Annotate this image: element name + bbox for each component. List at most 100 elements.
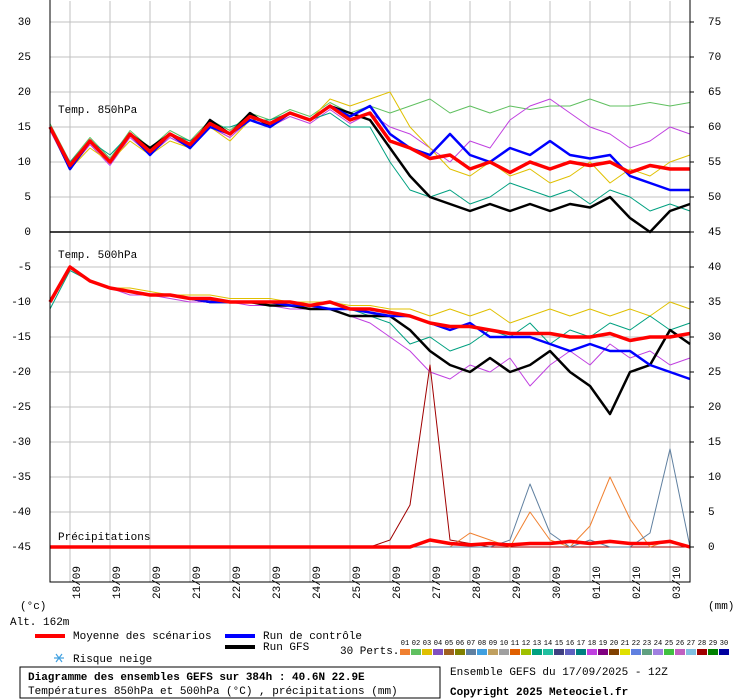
pert-number: 06 xyxy=(456,640,464,648)
footer-copyright: Copyright 2025 Meteociel.fr xyxy=(450,687,628,699)
y-tick-label: -35 xyxy=(11,472,31,484)
x-tick-label: 22/09 xyxy=(232,566,244,599)
plot-frame xyxy=(49,0,691,583)
pert-number: 03 xyxy=(423,640,431,648)
y2-unit: (mm) xyxy=(708,601,734,613)
pert-swatch xyxy=(554,649,564,655)
pert-swatch xyxy=(455,649,465,655)
snow-label: Risque neige xyxy=(73,654,152,666)
pert-number: 21 xyxy=(621,640,629,648)
x-tick-label: 03/10 xyxy=(672,566,684,599)
pert-swatch xyxy=(653,649,663,655)
pert-number: 26 xyxy=(676,640,684,648)
snow-icon xyxy=(54,653,64,663)
y-tick-label: -30 xyxy=(11,437,31,449)
x-tick-label: 01/10 xyxy=(592,566,604,599)
footer-box xyxy=(19,666,441,699)
label-850: Temp. 850hPa xyxy=(58,105,138,117)
label-precip: Précipitations xyxy=(58,532,150,544)
legend-label: Run de contrôle xyxy=(263,631,362,643)
pert-number: 01 xyxy=(401,640,409,648)
y2-tick-label: 15 xyxy=(708,437,721,449)
series-line xyxy=(50,538,691,549)
y-tick-label: 10 xyxy=(18,157,31,169)
footer-title: Diagramme des ensembles GEFS sur 384h : … xyxy=(28,672,365,684)
pert-number: 25 xyxy=(665,640,673,648)
x-tick-label: 30/09 xyxy=(552,566,564,599)
x-tick-label: 23/09 xyxy=(272,566,284,599)
footer-run: Ensemble GEFS du 17/09/2025 - 12Z xyxy=(450,667,668,679)
x-tick-label: 24/09 xyxy=(312,566,324,599)
pert-number: 08 xyxy=(478,640,486,648)
pert-number: 23 xyxy=(643,640,651,648)
y2-tick-label: 5 xyxy=(708,507,715,519)
pert-swatch xyxy=(587,649,597,655)
lines xyxy=(48,91,691,549)
pert-number: 07 xyxy=(467,640,475,648)
pert-swatch xyxy=(565,649,575,655)
series-line xyxy=(49,91,691,184)
y-tick-label: 5 xyxy=(24,192,31,204)
y-tick-label: 30 xyxy=(18,17,31,29)
pert-swatch xyxy=(642,649,652,655)
pert-number: 09 xyxy=(489,640,497,648)
series-line xyxy=(48,104,691,234)
y2-tick-label: 0 xyxy=(708,542,715,554)
pert-swatch xyxy=(543,649,553,655)
pert-number: 05 xyxy=(445,640,453,648)
pert-swatch xyxy=(697,649,707,655)
y-tick-label: -20 xyxy=(11,367,31,379)
x-tick-label: 02/10 xyxy=(632,566,644,599)
y-tick-label: -45 xyxy=(11,542,31,554)
x-tick-label: 26/09 xyxy=(392,566,404,599)
pert-swatch xyxy=(631,649,641,655)
y-tick-label: 0 xyxy=(24,227,31,239)
y2-tick-label: 20 xyxy=(708,402,721,414)
pert-swatch xyxy=(510,649,520,655)
pert-number: 15 xyxy=(555,640,563,648)
pert-number: 19 xyxy=(599,640,607,648)
pert-number: 12 xyxy=(522,640,530,648)
footer-subtitle: Températures 850hPa et 500hPa (°C) , pré… xyxy=(28,686,398,698)
series-line xyxy=(48,104,690,192)
y-tick-label: -40 xyxy=(11,507,31,519)
pert-number: 27 xyxy=(687,640,695,648)
x-tick-label: 21/09 xyxy=(192,566,204,599)
x-tick-label: 18/09 xyxy=(72,566,84,599)
y2-tick-label: 65 xyxy=(708,87,721,99)
pert-swatch xyxy=(532,649,542,655)
pert-number: 02 xyxy=(412,640,420,648)
pert-swatch xyxy=(576,649,586,655)
pert-swatch xyxy=(422,649,432,655)
pert-swatch xyxy=(686,649,696,655)
pert-swatch xyxy=(719,649,729,655)
pert-number: 16 xyxy=(566,640,574,648)
pert-number: 22 xyxy=(632,640,640,648)
y2-tick-label: 60 xyxy=(708,122,721,134)
x-tick-label: 25/09 xyxy=(352,566,364,599)
pert-swatch xyxy=(488,649,498,655)
y-tick-label: 20 xyxy=(18,87,31,99)
pert-swatch xyxy=(620,649,630,655)
pert-number: 20 xyxy=(610,640,618,648)
y-tick-label: -5 xyxy=(18,262,31,274)
perts-label: 30 Perts. xyxy=(340,646,399,658)
y-tick-label: -25 xyxy=(11,402,31,414)
series-line xyxy=(48,265,691,343)
y2-tick-label: 50 xyxy=(708,192,721,204)
legend-label: Moyenne des scénarios xyxy=(73,631,212,643)
altitude: Alt. 162m xyxy=(10,617,70,629)
pert-swatch xyxy=(598,649,608,655)
pert-swatch xyxy=(521,649,531,655)
y2-tick-label: 55 xyxy=(708,157,721,169)
y-tick-label: 15 xyxy=(18,122,31,134)
y-tick-label: -15 xyxy=(11,332,31,344)
y2-tick-label: 10 xyxy=(708,472,721,484)
pert-swatch xyxy=(664,649,674,655)
pert-number: 30 xyxy=(720,640,728,648)
pert-swatch xyxy=(433,649,443,655)
series-line xyxy=(48,104,690,175)
pert-swatch xyxy=(466,649,476,655)
pert-swatch xyxy=(675,649,685,655)
